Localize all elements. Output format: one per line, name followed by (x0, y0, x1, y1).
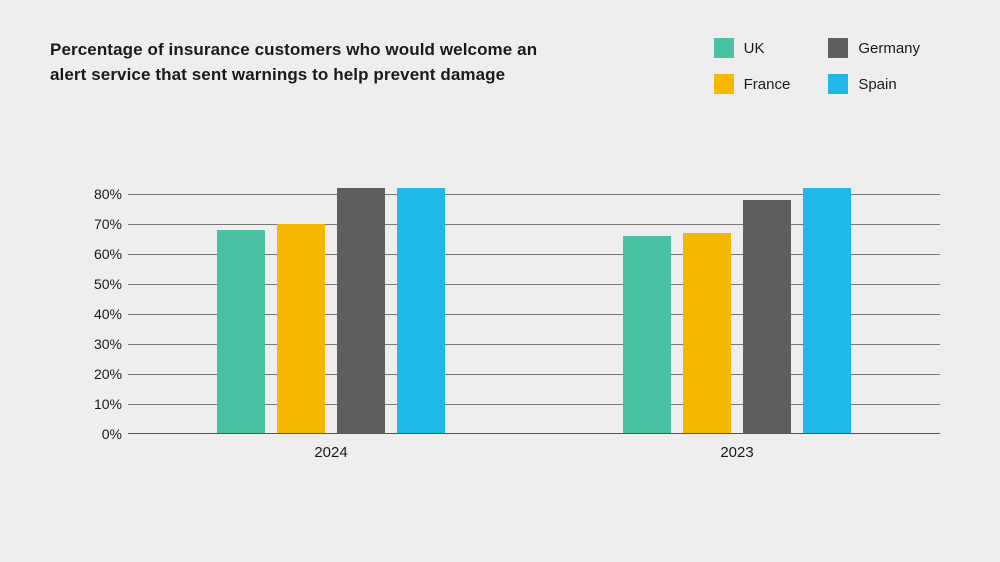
bar-germany (337, 188, 385, 434)
y-tick: 30% (80, 336, 122, 352)
bar-groups: 20242023 (128, 164, 940, 434)
y-tick: 0% (80, 426, 122, 442)
bar-spain (397, 188, 445, 434)
bar-group: 2023 (534, 164, 940, 434)
y-tick: 70% (80, 216, 122, 232)
y-tick: 60% (80, 246, 122, 262)
y-tick: 80% (80, 186, 122, 202)
legend-swatch-germany (828, 38, 848, 58)
y-tick: 20% (80, 366, 122, 382)
legend-label-spain: Spain (858, 76, 896, 93)
x-label: 2023 (720, 444, 753, 461)
y-tick: 40% (80, 306, 122, 322)
legend-item-france: France (714, 74, 791, 94)
bar-france (277, 224, 325, 434)
plot-area: 20242023 (128, 164, 940, 434)
legend-swatch-spain (828, 74, 848, 94)
bars (534, 164, 940, 434)
legend-swatch-france (714, 74, 734, 94)
header: Percentage of insurance customers who wo… (50, 38, 950, 94)
legend-label-uk: UK (744, 40, 765, 57)
bar-spain (803, 188, 851, 434)
chart-canvas: Percentage of insurance customers who wo… (0, 0, 1000, 562)
legend-item-spain: Spain (828, 74, 920, 94)
legend-swatch-uk (714, 38, 734, 58)
bar-uk (623, 236, 671, 434)
bars (128, 164, 534, 434)
x-label: 2024 (314, 444, 347, 461)
bar-uk (217, 230, 265, 434)
chart: 0%10%20%30%40%50%60%70%80% 20242023 (80, 164, 940, 464)
y-tick: 10% (80, 396, 122, 412)
y-tick: 50% (80, 276, 122, 292)
bar-germany (743, 200, 791, 434)
chart-title: Percentage of insurance customers who wo… (50, 38, 570, 87)
legend: UK Germany France Spain (714, 38, 920, 94)
legend-item-uk: UK (714, 38, 791, 58)
bar-group: 2024 (128, 164, 534, 434)
bar-france (683, 233, 731, 434)
legend-label-france: France (744, 76, 791, 93)
legend-item-germany: Germany (828, 38, 920, 58)
axis-baseline (128, 433, 940, 434)
legend-label-germany: Germany (858, 40, 920, 57)
